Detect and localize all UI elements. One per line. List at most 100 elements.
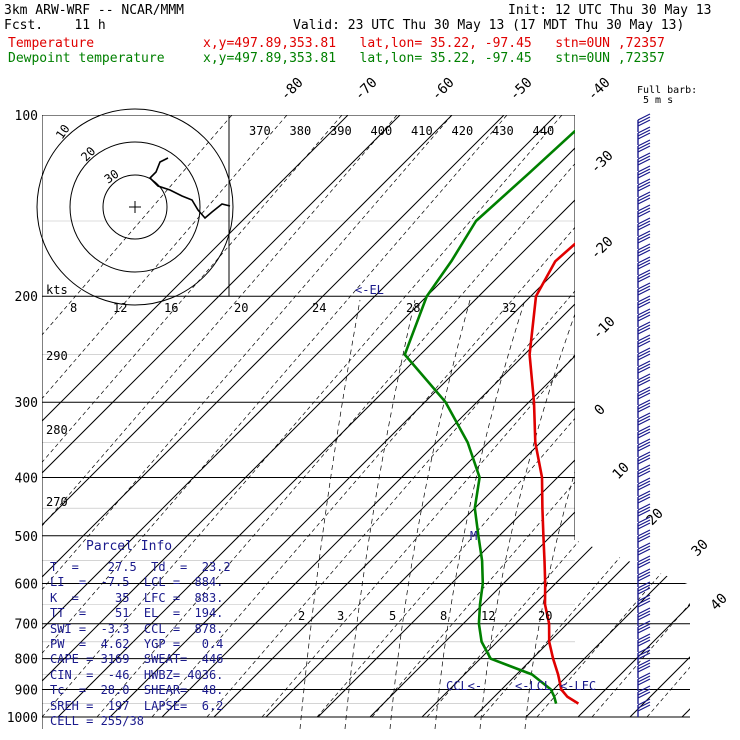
mixing-ratio-label: 2	[298, 609, 305, 623]
parcel-row: CIN = -46 HWBZ= 4036.	[50, 667, 224, 682]
theta-label: 390	[330, 124, 352, 138]
wind-barb-flag	[637, 204, 651, 212]
wind-barb-flag	[637, 116, 651, 124]
wind-barb-flag	[637, 363, 651, 371]
parcel-row: LI = -7.5 LCL = 884.	[50, 575, 224, 590]
wind-barb-flag	[637, 425, 651, 433]
init-time: Init: 12 UTC Thu 30 May 13	[508, 3, 712, 18]
wind-barb-flag	[637, 516, 651, 524]
wind-barb-flag	[637, 496, 651, 504]
wind-barb-flag	[637, 626, 651, 634]
wind-barb-flag	[637, 366, 651, 374]
hodograph-speed-label: 8	[70, 301, 77, 315]
temperature-axis-label: 10	[610, 460, 633, 483]
wind-barb-flag	[637, 558, 651, 566]
annotation-label: <-LCL	[515, 679, 551, 693]
background-grid	[42, 115, 690, 729]
dewpoint-location: x,y=497.89,353.81 lat,lon= 35.22, -97.45…	[203, 51, 665, 66]
theta-label: 430	[492, 124, 514, 138]
mixing-ratio-label: 8	[440, 609, 447, 623]
wind-barb-flag	[637, 181, 651, 189]
isotherm-line	[473, 115, 690, 718]
wind-barb-flag	[637, 269, 651, 277]
wind-barb-flag	[637, 503, 651, 511]
wind-barb-flag	[637, 334, 651, 342]
isotherm-line	[42, 115, 349, 718]
wind-barb-flag	[637, 457, 651, 465]
wind-barb-flag	[637, 509, 651, 517]
parcel-row: T = 27.5 Td = 23.2	[50, 560, 231, 574]
wind-barb-flag	[637, 441, 651, 449]
pressure-label: 1000	[7, 711, 38, 726]
mixing-ratio-label: 5	[389, 609, 396, 623]
wind-barb-flag	[637, 347, 651, 355]
wind-barb-flag	[637, 542, 651, 550]
hodograph-speed-label: 20	[234, 301, 248, 315]
isotherm-line	[42, 115, 453, 718]
wind-barb-flag	[637, 184, 651, 192]
wind-barb-flag	[637, 659, 651, 667]
hodograph-ring	[69, 141, 201, 273]
wind-barb-flag	[637, 311, 651, 319]
wind-barb-flag	[637, 152, 651, 160]
temperature-axis-label: -80	[278, 75, 307, 104]
wind-barb-flag	[637, 340, 651, 348]
temperature-axis-label: -30	[588, 148, 617, 177]
isotherm-line	[629, 115, 690, 718]
wind-barb-flag	[637, 571, 651, 579]
parcel-row: PW = 4.62 YGP = 0.4	[50, 637, 224, 652]
wind-barb-flag	[637, 298, 651, 306]
wind-barb-flag	[637, 649, 651, 657]
wind-barb-flag	[637, 691, 651, 699]
wind-barb-flag	[637, 282, 651, 290]
wind-barb-flag	[637, 597, 651, 605]
hodograph-speed-label: 16	[164, 301, 178, 315]
wind-barb-flag	[637, 285, 651, 293]
wind-barb-flag	[637, 399, 651, 407]
pressure-label: 700	[15, 618, 38, 633]
isotherm-line	[213, 115, 690, 718]
isotherm-line	[265, 115, 690, 718]
parcel-row: TT = 51 EL = 194.	[50, 606, 224, 621]
wind-barb-flag	[637, 337, 651, 345]
wind-barb-flag	[637, 168, 651, 176]
hodograph-ring-label: 20	[78, 144, 98, 164]
wind-barb-flag	[637, 178, 651, 186]
wind-barb-flag	[637, 662, 651, 670]
temperature-axis-label: -10	[590, 314, 619, 343]
wind-barb-flag	[637, 126, 651, 134]
wind-barb-flag	[637, 701, 651, 709]
pressure-label: 800	[15, 653, 38, 668]
wind-barb-flag	[637, 545, 651, 553]
theta-side-label: 290	[46, 349, 68, 363]
wind-barb-flag	[637, 451, 651, 459]
wind-barb-flag	[637, 574, 651, 582]
annotation-label: <-EL	[355, 283, 384, 297]
wind-barb-flag	[637, 373, 651, 381]
mixing-ratio-label: 20	[538, 609, 552, 623]
hodograph-ring	[102, 174, 168, 240]
wind-barb-flag	[637, 477, 651, 485]
wind-barb-flag	[637, 532, 651, 540]
sounding-profiles	[403, 115, 690, 705]
hodograph-speed-label: 24	[312, 301, 326, 315]
wind-barb-flag	[637, 139, 651, 147]
moist-adiabat	[389, 299, 471, 729]
wind-barb-flag	[637, 685, 651, 693]
temperature-axis-label: -40	[585, 75, 614, 104]
wind-barb-flag	[637, 431, 651, 439]
wind-barb-flag	[637, 308, 651, 316]
wind-barb-flag	[637, 233, 651, 241]
wind-barb-flag	[637, 464, 651, 472]
hodograph-units: kts	[46, 283, 68, 297]
wind-barb-flag	[637, 360, 651, 368]
wind-barb-flag	[637, 652, 651, 660]
theta-label: 370	[249, 124, 271, 138]
hodograph-ring	[36, 108, 234, 306]
theta-label: 380	[290, 124, 312, 138]
wind-barb-flag	[637, 230, 651, 238]
moist-adiabat	[434, 299, 526, 729]
parcel-row: SWI = -3.3 CCL = 878.	[50, 621, 224, 636]
